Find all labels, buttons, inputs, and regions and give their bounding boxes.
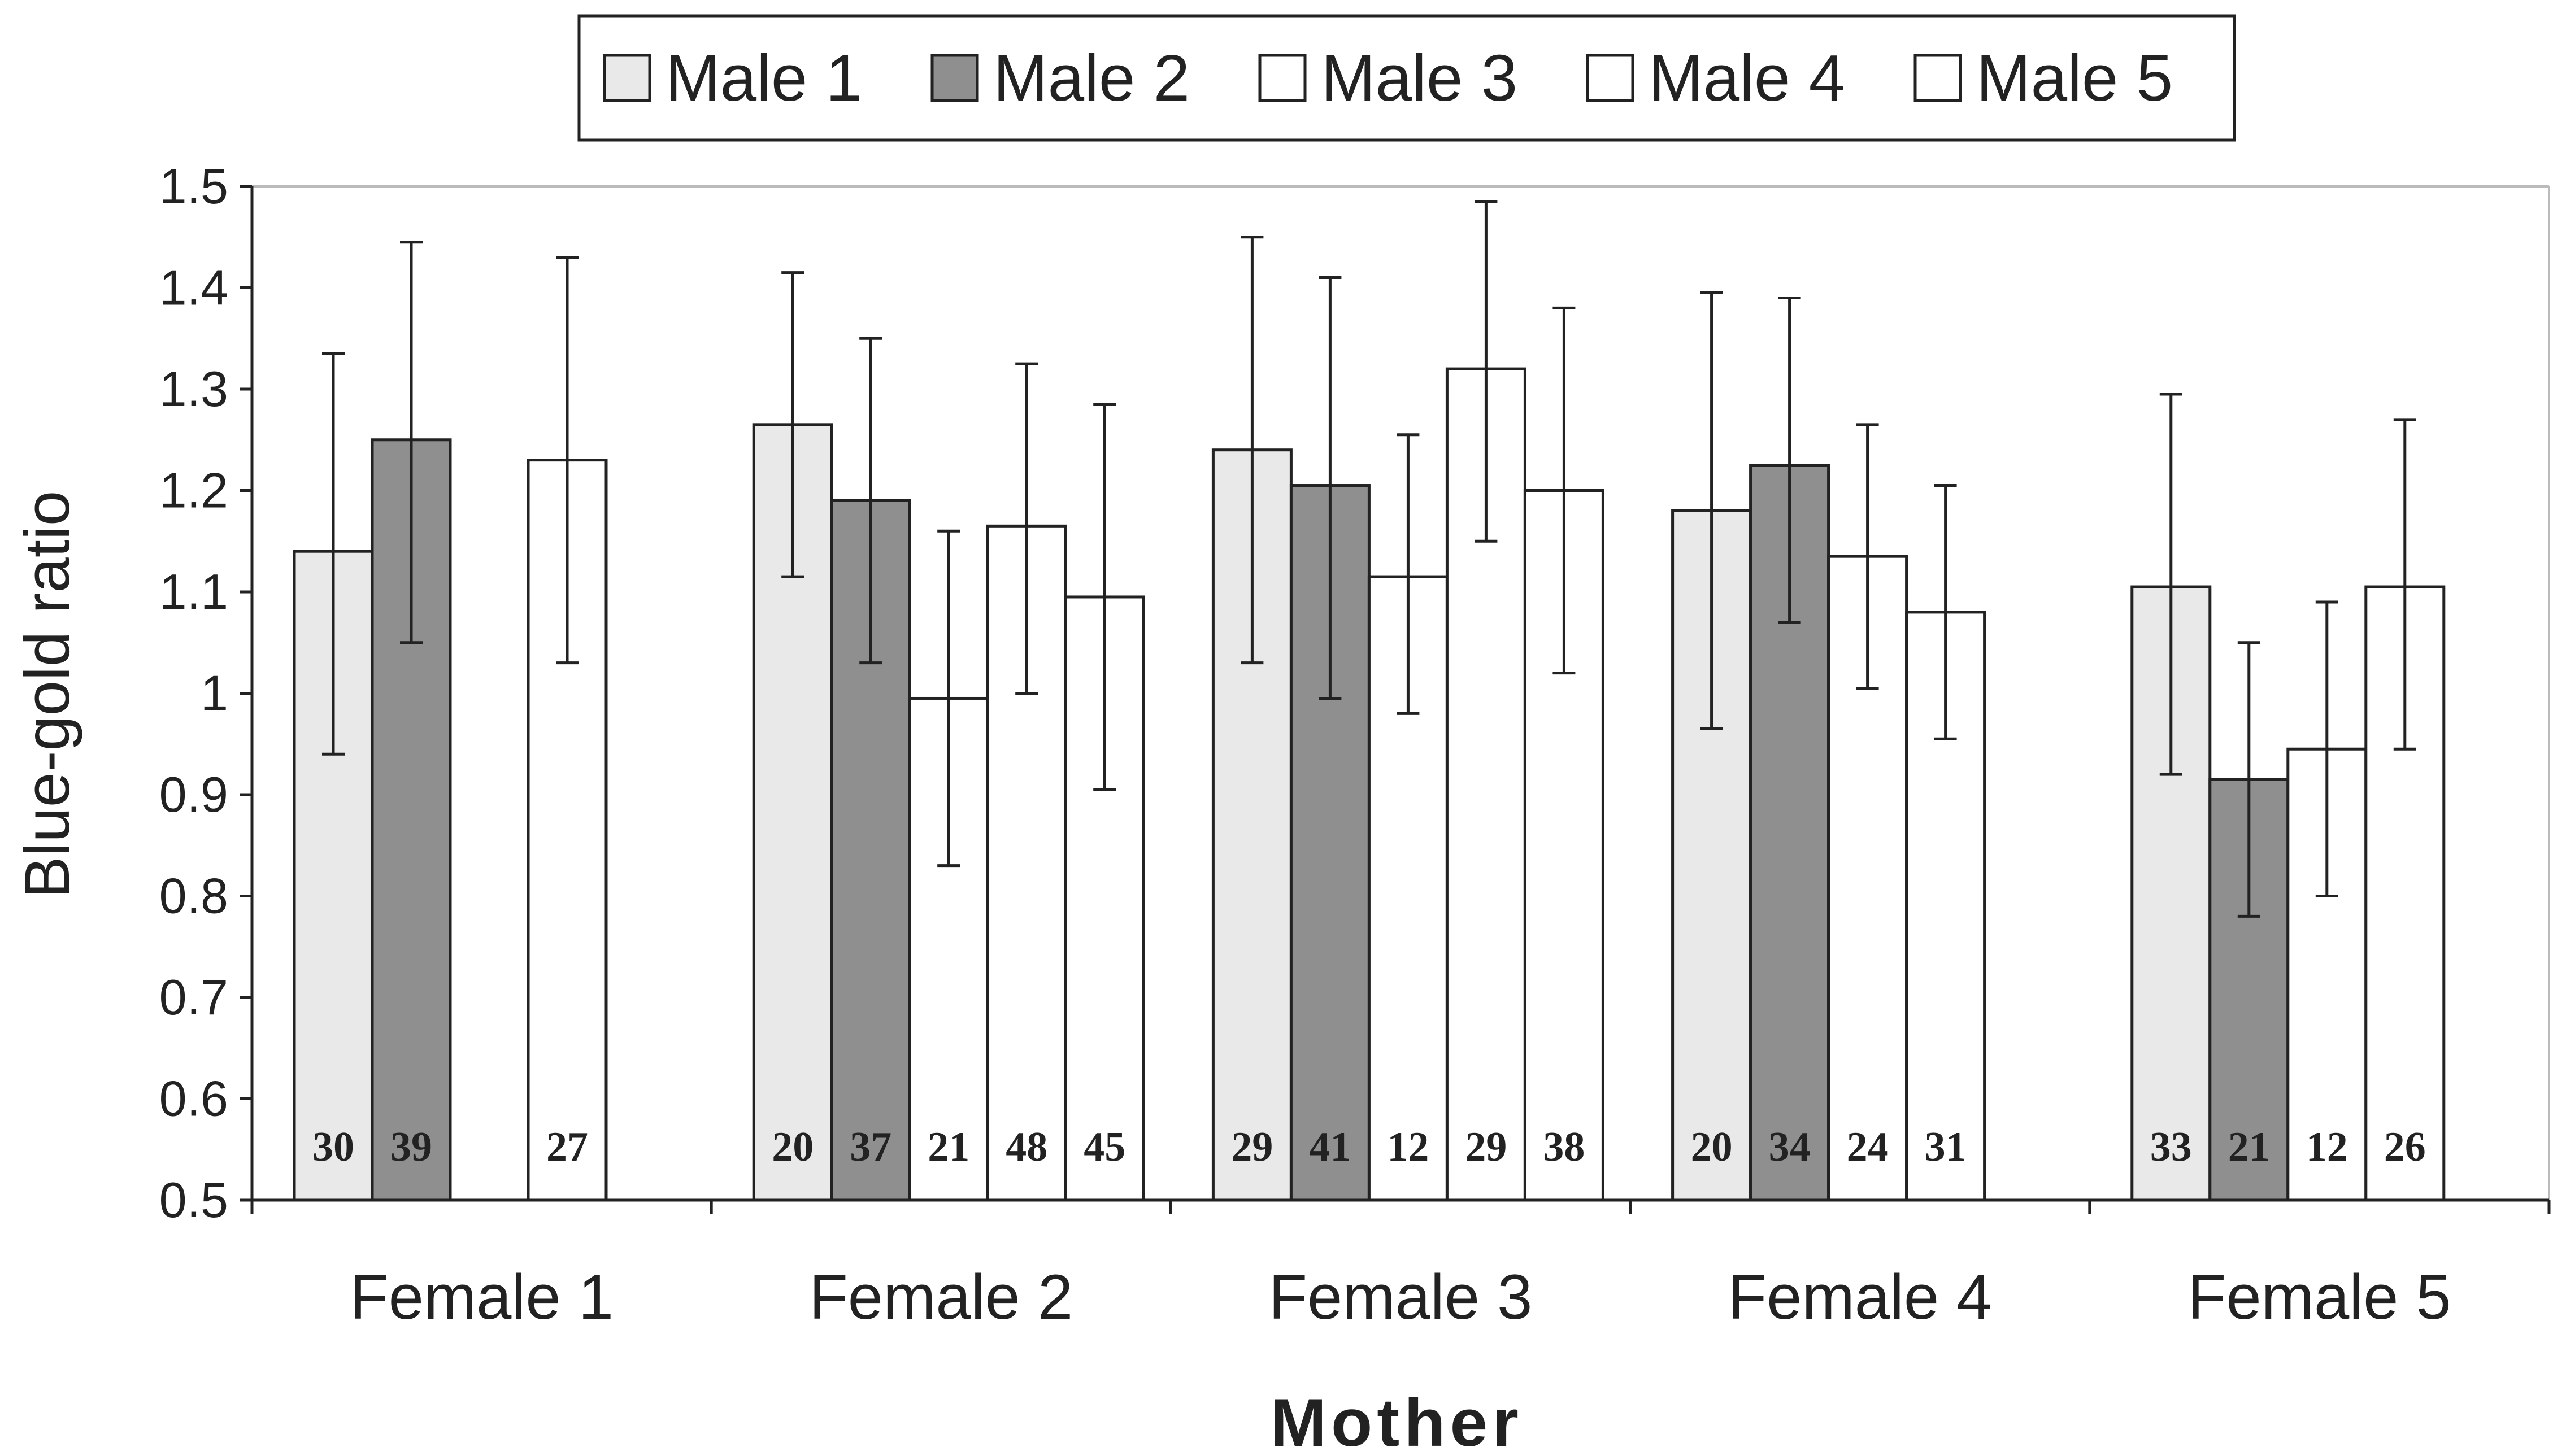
- plot-area: 30 20 29 20 33 39 37 41 34 21 21 12 24 12 27 48 29 31 26 45…: [252, 185, 2550, 1202]
- legend-label: Male 4: [1649, 41, 1845, 115]
- y-tick-label: 0.6: [159, 1071, 228, 1127]
- y-tick-label: 0.8: [159, 868, 228, 924]
- y-tick-label: 0.9: [159, 766, 228, 822]
- legend-label: Male 3: [1321, 41, 1517, 115]
- legend-label: Male 2: [993, 41, 1190, 115]
- sample-size-label: 26: [2384, 1124, 2426, 1170]
- legend-swatch: [930, 54, 979, 102]
- y-tick-label: 1: [201, 665, 228, 721]
- sample-size-label: 37: [850, 1124, 891, 1170]
- legend-swatch: [1586, 54, 1634, 102]
- sample-size-label: 39: [390, 1124, 432, 1170]
- sample-size-label: 38: [1543, 1124, 1585, 1170]
- y-axis: 1.5 1.4 1.3 1.2 1.1 1 0.9 0.8 0.7 0.6 0.5: [159, 158, 254, 1228]
- y-tick-label: 1.2: [159, 463, 228, 518]
- y-tick-label: 1.1: [159, 564, 228, 620]
- y-axis-label: Blue-gold ratio: [12, 491, 82, 899]
- x-tick-label: Female 5: [2187, 1262, 2451, 1332]
- sample-size-label: 48: [1006, 1124, 1047, 1170]
- y-tick-label: 0.5: [159, 1172, 228, 1228]
- sample-size-label: 29: [1465, 1124, 1507, 1170]
- x-tick-label: Female 3: [1269, 1262, 1533, 1332]
- x-axis-label: Mother: [1270, 1385, 1523, 1456]
- sample-size-label: 33: [2150, 1124, 2192, 1170]
- legend: Male 1 Male 2 Male 3 Male 4 Male 5: [577, 14, 2236, 142]
- sample-size-label: 29: [1231, 1124, 1273, 1170]
- y-tick-label: 0.7: [159, 969, 228, 1025]
- sample-size-label: 34: [1769, 1124, 1811, 1170]
- sample-size-label: 20: [772, 1124, 814, 1170]
- sample-size-label: 12: [1387, 1124, 1429, 1170]
- y-tick-label: 1.5: [159, 158, 228, 214]
- y-tick-label: 1.3: [159, 361, 228, 417]
- sample-size-label: 27: [546, 1124, 588, 1170]
- x-axis: Female 1 Female 2 Female 3 Female 4 Female 5: [250, 1198, 2551, 1332]
- x-tick-label: Female 1: [350, 1262, 614, 1332]
- legend-label: Male 5: [1976, 41, 2173, 115]
- legend-swatch: [1913, 54, 1962, 102]
- sample-size-label: 21: [928, 1124, 969, 1170]
- sample-size-label: 21: [2228, 1124, 2270, 1170]
- sample-size-label: 12: [2306, 1124, 2348, 1170]
- x-tick-label: Female 2: [809, 1262, 1073, 1332]
- sample-size-label: 20: [1691, 1124, 1733, 1170]
- sample-size-label: 41: [1309, 1124, 1351, 1170]
- legend-swatch: [603, 54, 651, 102]
- y-tick-label: 1.4: [159, 260, 228, 316]
- sample-size-label: 45: [1084, 1124, 1125, 1170]
- legend-label: Male 1: [666, 41, 862, 115]
- legend-swatch: [1258, 54, 1307, 102]
- x-tick-label: Female 4: [1728, 1262, 1992, 1332]
- sample-size-label: 24: [1847, 1124, 1889, 1170]
- sample-size-label: 31: [1925, 1124, 1967, 1170]
- sample-size-label: 30: [312, 1124, 354, 1170]
